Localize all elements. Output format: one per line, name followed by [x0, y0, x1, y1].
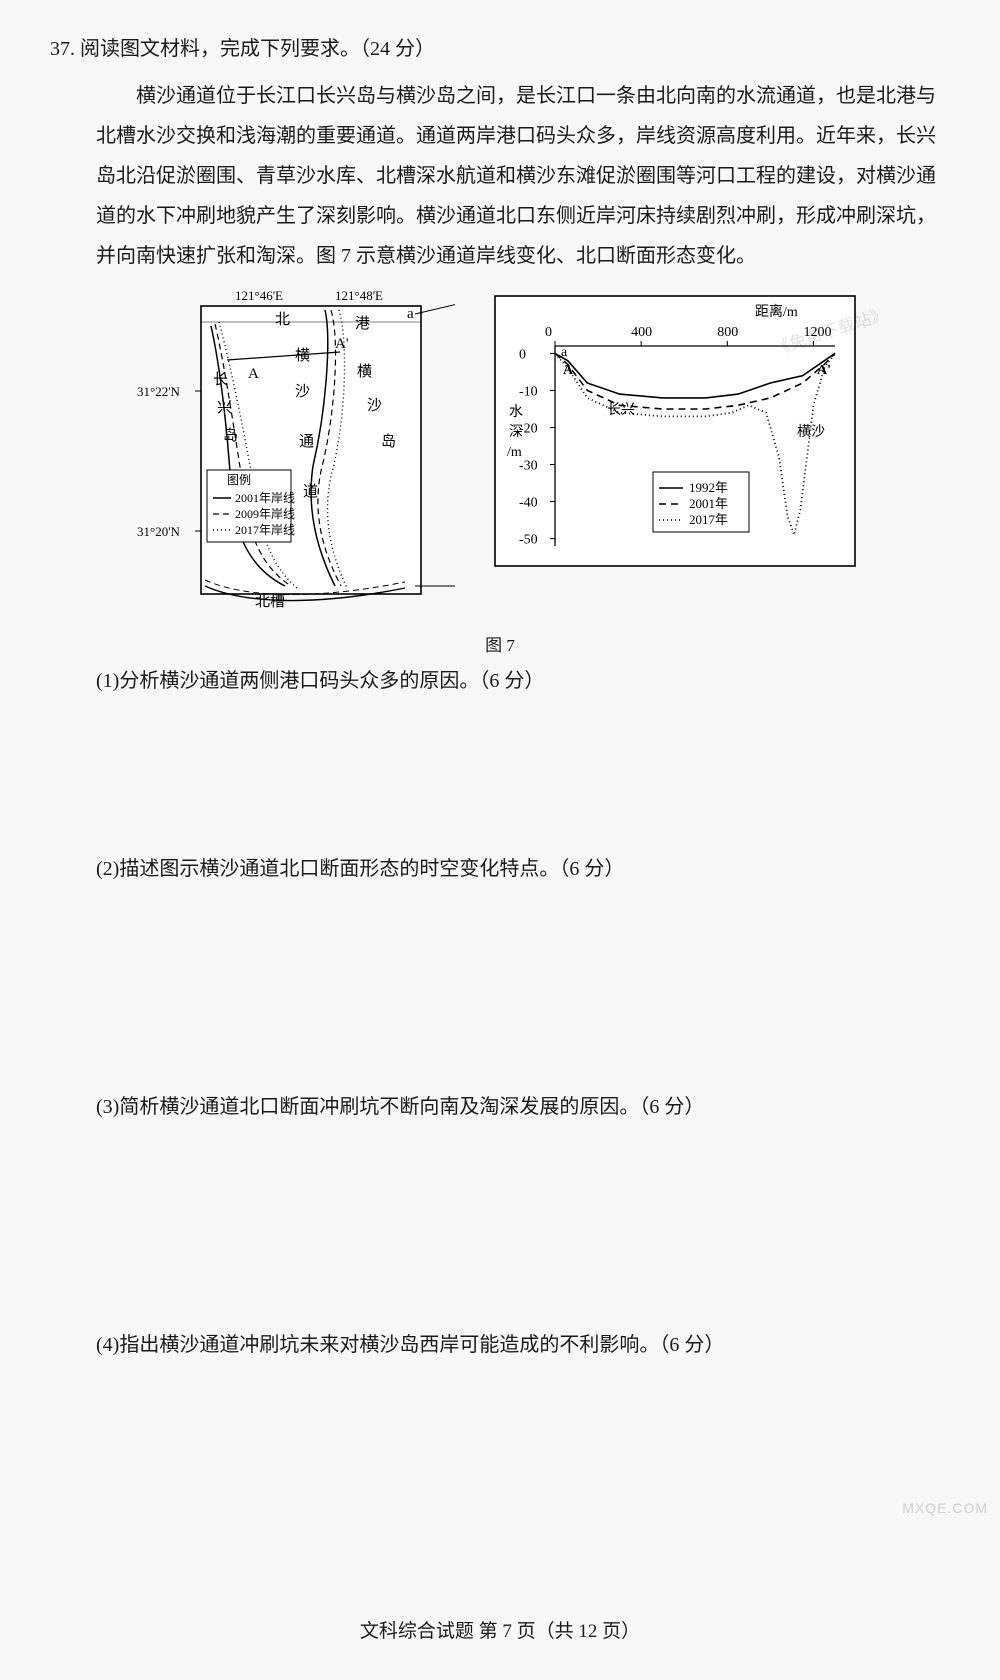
watermark-corner: MXQE.COM	[902, 1495, 988, 1522]
svg-text:2001年: 2001年	[689, 496, 728, 511]
map-svg: 121°46'E 121°48'E 31°22'N 31°20'N	[135, 286, 455, 616]
lbl-tong: 通	[299, 433, 314, 450]
legend-title: 图例	[227, 473, 251, 487]
svg-text:800: 800	[717, 325, 738, 340]
subq-1: (1)分析横沙通道两侧港口码头众多的原因。（6 分）	[96, 662, 950, 700]
subq-3: (3)简析横沙通道北口断面冲刷坑不断向南及淘深发展的原因。（6 分）	[96, 1088, 950, 1126]
svg-text:1992年: 1992年	[689, 480, 728, 495]
lbl-gang: 港	[355, 315, 370, 332]
passage-text: 横沙通道位于长江口长兴岛与横沙岛之间，是长江口一条由北向南的水流通道，也是北港与…	[96, 76, 950, 276]
subq-3-text: 简析横沙通道北口断面冲刷坑不断向南及淘深发展的原因。（6 分）	[119, 1096, 704, 1118]
subq-1-text: 分析横沙通道两侧港口码头众多的原因。（6 分）	[119, 670, 544, 692]
question-number: 37.	[50, 38, 75, 60]
svg-text:-20: -20	[519, 421, 538, 436]
lbl-xing: 兴	[217, 399, 232, 416]
chart-legend: 1992年2001年2017年	[653, 472, 749, 532]
svg-text:0: 0	[545, 325, 552, 340]
page-footer: 文科综合试题 第 7 页（共 12 页）	[50, 1614, 950, 1650]
svg-text:1200: 1200	[803, 325, 831, 340]
lbl-sha2: 沙	[367, 398, 382, 414]
map-panel: 121°46'E 121°48'E 31°22'N 31°20'N	[135, 286, 455, 616]
lbl-dao2: 道	[303, 483, 318, 500]
figure-caption: 图 7	[50, 630, 950, 662]
lbl-bei: 北	[275, 311, 290, 328]
lbl-chang: 长	[213, 371, 228, 388]
subq-2-label: (2)	[96, 858, 119, 880]
lbl-changxing: 长兴	[607, 402, 635, 418]
lat-label-2: 31°20'N	[137, 524, 181, 539]
subq-1-label: (1)	[96, 670, 119, 692]
leg-0: 2001年岸线	[235, 491, 295, 505]
lbl-beicao: 北槽	[255, 593, 285, 610]
leg-1: 2009年岸线	[235, 507, 295, 521]
map-a: a	[407, 306, 414, 322]
lat-label-1: 31°22'N	[137, 384, 181, 399]
y-axis-label0: 水	[509, 404, 523, 420]
subq-4: (4)指出横沙通道冲刷坑未来对横沙岛西岸可能造成的不利影响。（6 分）	[96, 1326, 950, 1364]
question-stem: 阅读图文材料，完成下列要求。（24 分）	[80, 38, 435, 60]
lbl-sha: 沙	[295, 384, 310, 400]
map-Ap: A'	[335, 336, 349, 352]
subq-2-text: 描述图示横沙通道北口断面形态的时空变化特点。（6 分）	[119, 858, 624, 880]
lbl-heng2: 横	[357, 363, 372, 380]
question-header: 37. 阅读图文材料，完成下列要求。（24 分）	[50, 30, 950, 68]
svg-text:-40: -40	[519, 496, 538, 511]
lon-label-1: 121°46'E	[235, 288, 283, 303]
svg-text:400: 400	[631, 325, 652, 340]
svg-text:-50: -50	[519, 533, 538, 548]
lbl-dao: 岛	[223, 427, 238, 444]
section-chart: 距离/m 水 深 /m A A' a 长兴 横沙 1992年2001年2017年…	[485, 286, 865, 586]
svg-text:0: 0	[519, 347, 526, 362]
svg-text:-10: -10	[519, 384, 538, 399]
figure-area: 《免费下载站》 121°46'E 121°48'E 31°22'N 31°20'…	[50, 286, 950, 616]
lbl-dao3: 岛	[381, 433, 396, 450]
leg-2: 2017年岸线	[235, 523, 295, 537]
subq-2: (2)描述图示横沙通道北口断面形态的时空变化特点。（6 分）	[96, 850, 950, 888]
subq-4-label: (4)	[96, 1334, 119, 1356]
lbl-heng: 横	[295, 347, 310, 364]
svg-text:-30: -30	[519, 459, 538, 474]
subq-3-label: (3)	[96, 1096, 119, 1118]
subq-4-text: 指出横沙通道冲刷坑未来对横沙岛西岸可能造成的不利影响。（6 分）	[119, 1334, 724, 1356]
svg-text:2017年: 2017年	[689, 512, 728, 527]
x-axis-label: 距离/m	[755, 303, 798, 320]
lon-label-2: 121°48'E	[335, 288, 383, 303]
map-A: A	[248, 366, 259, 382]
